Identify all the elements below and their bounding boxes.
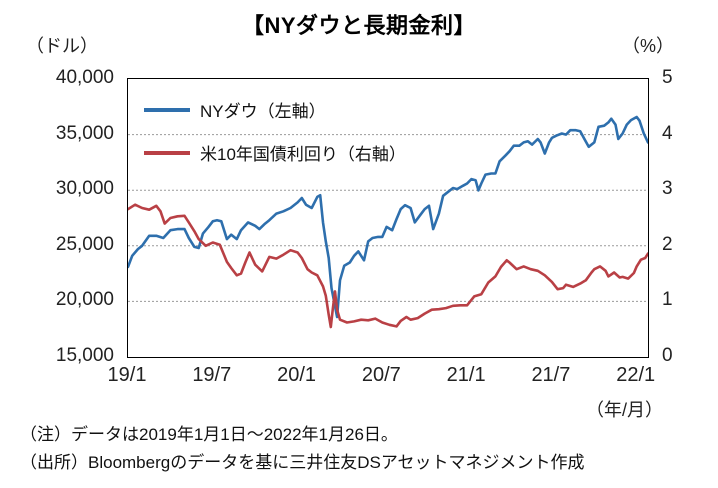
right-axis-tick-labels: 5 4 3 2 1 0: [662, 67, 712, 366]
footnote-data-period: （注）データは2019年1月1日～2022年1月26日。: [20, 425, 398, 444]
footnote-source: （出所）Bloombergのデータを基に三井住友DSアセットマネジメント作成: [20, 453, 585, 472]
x-axis-tick-labels: 19/1 19/7 20/1 20/7 21/1 21/7 22/1: [108, 364, 656, 390]
left-axis-tick-labels: 40,000 35,000 30,000 25,000 20,000 15,000: [0, 67, 114, 366]
right-axis-tick-label: 0: [662, 345, 673, 366]
plot-area: NYダウ（左軸） 米10年国債利回り（右軸）: [127, 78, 649, 358]
legend-label-us10y: 米10年国債利回り（右軸）: [200, 145, 406, 164]
left-axis-tick-label: 35,000: [55, 122, 114, 144]
x-axis-unit-label: （年/月）: [586, 400, 664, 420]
left-axis-unit-label: （ドル）: [26, 36, 98, 56]
x-axis-tick-label: 19/1: [107, 364, 147, 386]
left-axis-tick-label: 15,000: [55, 345, 114, 366]
x-axis-tick-label: 22/1: [616, 364, 656, 386]
legend-item-us10y: 米10年国債利回り（右軸）: [144, 140, 406, 165]
x-axis-tick-label: 20/1: [277, 364, 317, 386]
legend-item-nydow: NYダウ（左軸）: [144, 97, 406, 122]
chart-legend: NYダウ（左軸） 米10年国債利回り（右軸）: [144, 97, 406, 183]
legend-label-nydow: NYダウ（左軸）: [200, 102, 326, 121]
right-axis-tick-label: 5: [662, 67, 673, 88]
left-axis-tick-label: 30,000: [55, 178, 114, 200]
nydow-line-swatch: [144, 107, 190, 112]
right-axis-unit-label: （%）: [622, 36, 675, 56]
x-axis-tick-label: 21/1: [446, 364, 486, 386]
right-axis-tick-label: 2: [662, 233, 673, 255]
x-axis-tick-label: 19/7: [192, 364, 232, 386]
x-axis-tick-label: 21/7: [531, 364, 571, 386]
left-axis-tick-label: 40,000: [55, 67, 114, 88]
right-axis-tick-label: 1: [662, 289, 673, 311]
left-axis-tick-label: 20,000: [55, 289, 114, 311]
chart-lines: [128, 115, 648, 329]
chart-title: 【NYダウと長期金利】: [241, 13, 477, 38]
right-axis-tick-label: 3: [662, 178, 673, 200]
x-axis-tick-label: 20/7: [361, 364, 401, 386]
us10y-line-swatch: [144, 150, 190, 155]
right-axis-tick-label: 4: [662, 122, 673, 144]
left-axis-tick-label: 25,000: [55, 233, 114, 255]
